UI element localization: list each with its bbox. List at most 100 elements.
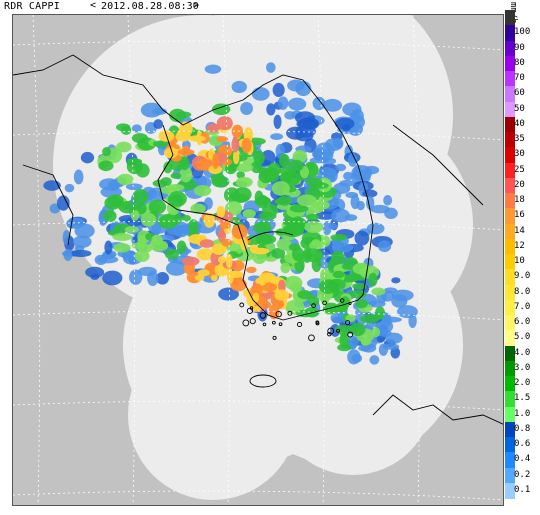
- light-rain-echo: [73, 169, 84, 185]
- jeju-island-outline: [249, 374, 277, 388]
- heavy-rain-echo: [255, 277, 265, 285]
- light-rain-echo: [328, 223, 338, 230]
- moderate-rain-echo: [289, 204, 309, 213]
- light-rain-echo: [261, 149, 276, 166]
- moderate-rain-echo: [131, 242, 146, 249]
- moderate-rain-echo: [211, 103, 231, 116]
- meridian-line: [412, 15, 421, 505]
- legend-swatch: [505, 132, 515, 148]
- light-rain-echo: [339, 179, 355, 187]
- light-rain-echo: [70, 249, 92, 258]
- moderate-rain-echo: [242, 209, 256, 219]
- light-rain-echo: [345, 214, 358, 221]
- island-outline: [275, 310, 282, 318]
- moderate-rain-echo: [152, 140, 172, 148]
- light-rain-echo: [346, 335, 359, 347]
- prev-time-button[interactable]: <: [90, 0, 97, 11]
- moderate-rain-echo: [279, 153, 290, 168]
- legend-swatch: [505, 10, 515, 26]
- moderate-rain-echo: [115, 141, 132, 153]
- heavy-rain-echo: [246, 266, 257, 274]
- light-rain-echo: [382, 343, 400, 350]
- light-rain-echo: [330, 312, 345, 324]
- legend-label: 25: [514, 164, 525, 175]
- heavy-rain-echo: [211, 153, 220, 170]
- moderate-rain-echo: [312, 200, 330, 210]
- moderate-rain-echo: [235, 176, 253, 188]
- legend-label: 6.0: [514, 317, 531, 328]
- moderate-rain-echo: [290, 216, 306, 232]
- moderate-rain-echo: [355, 298, 368, 309]
- legend-label: 5.0: [514, 332, 531, 343]
- light-rain-echo: [104, 240, 113, 255]
- coastline-path: [157, 124, 284, 321]
- heavy-rain-echo: [231, 136, 240, 153]
- light-rain-echo: [288, 97, 307, 111]
- moderate-rain-echo: [297, 290, 313, 300]
- legend-label: 10: [514, 256, 525, 267]
- moderate-rain-echo: [151, 234, 163, 246]
- legend-label: 70: [514, 73, 525, 84]
- legend-swatch: [505, 467, 515, 484]
- legend-label: 4.0: [514, 347, 531, 358]
- moderate-rain-echo: [280, 262, 291, 274]
- legend-label: 3.0: [514, 362, 531, 373]
- light-rain-echo: [295, 130, 314, 142]
- moderate-rain-echo: [190, 203, 206, 214]
- heavy-rain-echo: [203, 212, 216, 228]
- coastline-path: [372, 394, 503, 425]
- light-rain-echo: [347, 152, 358, 167]
- island-outline: [278, 322, 283, 327]
- moderate-rain-echo: [130, 209, 140, 221]
- moderate-rain-echo: [113, 242, 131, 253]
- moderate-rain-echo: [102, 147, 111, 157]
- product-title: RDR CAPPI: [4, 1, 60, 12]
- coastline-path: [22, 164, 74, 246]
- light-rain-echo: [312, 96, 326, 111]
- moderate-rain-echo: [124, 226, 140, 233]
- moderate-rain-echo: [193, 185, 212, 197]
- next-time-button[interactable]: >: [193, 0, 200, 11]
- moderate-rain-echo: [188, 219, 199, 234]
- moderate-rain-echo: [375, 306, 386, 320]
- heavy-rain-echo: [188, 234, 205, 244]
- light-rain-echo: [335, 117, 355, 130]
- light-rain-echo: [390, 346, 401, 359]
- island-outline: [297, 321, 303, 328]
- light-rain-echo: [287, 79, 305, 92]
- moderate-rain-echo: [296, 194, 317, 207]
- light-rain-echo: [331, 208, 351, 223]
- island-outline: [315, 321, 320, 326]
- legend-swatch: [505, 421, 515, 438]
- moderate-rain-echo: [360, 314, 380, 324]
- light-rain-echo: [273, 114, 282, 129]
- legend-swatch: [505, 177, 515, 194]
- radar-map[interactable]: [12, 14, 504, 506]
- coastline-path: [392, 124, 484, 206]
- heavy-rain-echo: [221, 238, 233, 247]
- heavy-rain-echo: [259, 296, 267, 309]
- moderate-rain-echo: [131, 133, 149, 144]
- timestamp-label: 2012.08.28.08:30: [101, 1, 199, 12]
- moderate-rain-echo: [235, 163, 254, 173]
- heavy-rain-echo: [188, 135, 206, 142]
- island-outline: [239, 302, 245, 308]
- moderate-rain-echo: [233, 186, 252, 202]
- moderate-rain-echo: [271, 181, 290, 196]
- light-rain-echo: [347, 349, 361, 365]
- legend-label: 100: [514, 27, 531, 38]
- moderate-rain-echo: [98, 160, 114, 172]
- parallel-line: [13, 400, 503, 411]
- heavy-rain-echo: [217, 227, 227, 243]
- island-outline: [242, 319, 250, 327]
- legend-label: 0.6: [514, 439, 531, 450]
- light-rain-echo: [240, 102, 253, 116]
- light-rain-echo: [74, 223, 95, 239]
- legend-swatch: [505, 101, 515, 118]
- legend-label: 0.4: [514, 454, 531, 465]
- legend-label: 20: [514, 179, 525, 190]
- moderate-rain-echo: [211, 176, 230, 188]
- radar-coverage-circle: [128, 330, 298, 500]
- moderate-rain-echo: [170, 172, 182, 179]
- radar-map-canvas: [13, 15, 503, 505]
